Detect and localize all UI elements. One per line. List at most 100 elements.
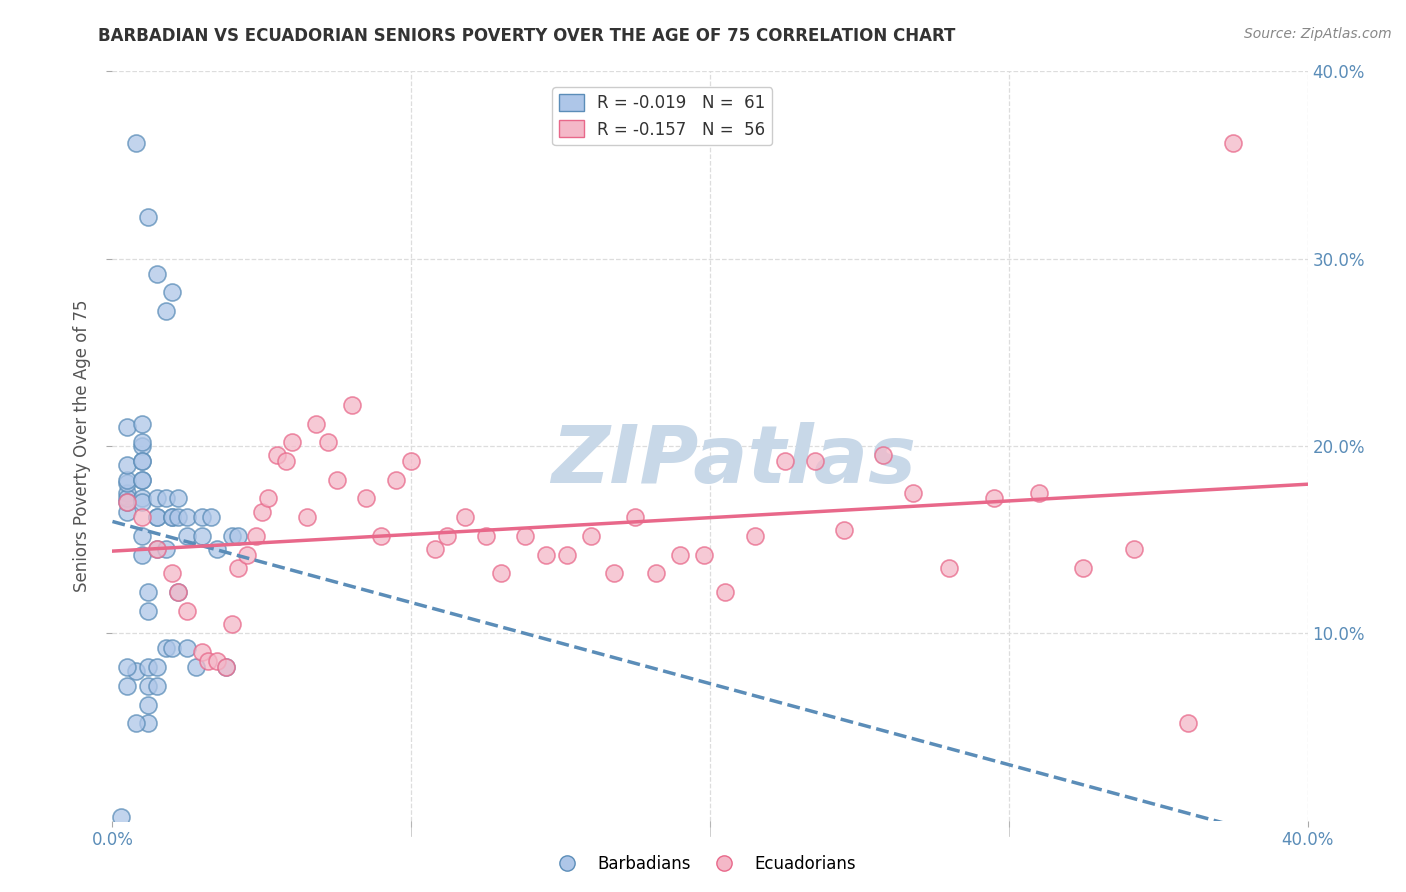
Point [236, 548, 259, 562]
Point [117, 420, 139, 434]
Point [146, 542, 169, 557]
Point [714, 585, 737, 599]
Point [131, 529, 153, 543]
Point [645, 566, 668, 581]
Point [155, 542, 177, 557]
Legend: R = -0.019   N =  61, R = -0.157   N =  56: R = -0.019 N = 61, R = -0.157 N = 56 [553, 87, 772, 145]
Point [146, 679, 169, 693]
Point [295, 510, 318, 524]
Point [266, 449, 288, 463]
Point [1028, 486, 1050, 500]
Point [215, 660, 238, 674]
Text: ZIPatlas: ZIPatlas [551, 422, 917, 500]
Point [938, 561, 960, 575]
Point [340, 398, 363, 412]
Point [385, 473, 408, 487]
Point [579, 529, 602, 543]
Point [131, 473, 153, 487]
Point [226, 561, 249, 575]
Point [1123, 542, 1146, 557]
Point [191, 645, 214, 659]
Point [155, 641, 177, 656]
Point [693, 548, 716, 562]
Point [131, 454, 153, 468]
Point [162, 510, 183, 524]
Point [257, 491, 280, 506]
Point [146, 542, 169, 557]
Point [146, 510, 169, 524]
Point [162, 285, 183, 300]
Point [117, 458, 139, 472]
Point [117, 486, 139, 500]
Point [146, 491, 169, 506]
Point [316, 435, 339, 450]
Point [221, 529, 243, 543]
Point [138, 585, 160, 599]
Point [146, 660, 169, 674]
Point [176, 510, 198, 524]
Point [117, 679, 139, 693]
Point [117, 660, 139, 674]
Point [117, 495, 139, 509]
Text: Source: ZipAtlas.com: Source: ZipAtlas.com [1244, 27, 1392, 41]
Point [131, 491, 153, 506]
Point [117, 505, 139, 519]
Point [131, 495, 153, 509]
Point [370, 529, 392, 543]
Point [138, 660, 160, 674]
Point [454, 510, 477, 524]
Point [138, 211, 160, 225]
Point [167, 585, 190, 599]
Point [131, 548, 153, 562]
Point [603, 566, 626, 581]
Point [155, 491, 177, 506]
Point [125, 716, 148, 731]
Point [138, 716, 160, 731]
Point [131, 473, 153, 487]
Point [191, 529, 214, 543]
Point [425, 542, 447, 557]
Point [176, 641, 198, 656]
Point [138, 604, 160, 618]
Point [146, 510, 169, 524]
Point [191, 510, 214, 524]
Point [131, 439, 153, 453]
Point [205, 542, 228, 557]
Point [475, 529, 498, 543]
Text: BARBADIAN VS ECUADORIAN SENIORS POVERTY OVER THE AGE OF 75 CORRELATION CHART: BARBADIAN VS ECUADORIAN SENIORS POVERTY … [98, 27, 956, 45]
Point [221, 617, 243, 632]
Point [250, 505, 273, 519]
Point [744, 529, 766, 543]
Point [226, 529, 249, 543]
Point [834, 524, 856, 538]
Point [305, 417, 328, 431]
Point [197, 655, 219, 669]
Point [872, 449, 894, 463]
Y-axis label: Seniors Poverty Over the Age of 75: Seniors Poverty Over the Age of 75 [73, 300, 91, 592]
Point [117, 476, 139, 491]
Point [356, 491, 378, 506]
Point [176, 529, 198, 543]
Point [281, 435, 304, 450]
Point [205, 655, 228, 669]
Legend: Barbadians, Ecuadorians: Barbadians, Ecuadorians [544, 848, 862, 880]
Point [513, 529, 536, 543]
Point [489, 566, 512, 581]
Point [983, 491, 1005, 506]
Point [274, 454, 297, 468]
Point [131, 435, 153, 450]
Point [131, 417, 153, 431]
Point [1177, 716, 1199, 731]
Point [534, 548, 557, 562]
Point [167, 491, 190, 506]
Point [167, 585, 190, 599]
Point [146, 267, 169, 281]
Point [162, 510, 183, 524]
Point [138, 679, 160, 693]
Point [167, 510, 190, 524]
Point [138, 698, 160, 712]
Point [1073, 561, 1095, 575]
Point [131, 454, 153, 468]
Point [803, 454, 825, 468]
Point [110, 810, 132, 824]
